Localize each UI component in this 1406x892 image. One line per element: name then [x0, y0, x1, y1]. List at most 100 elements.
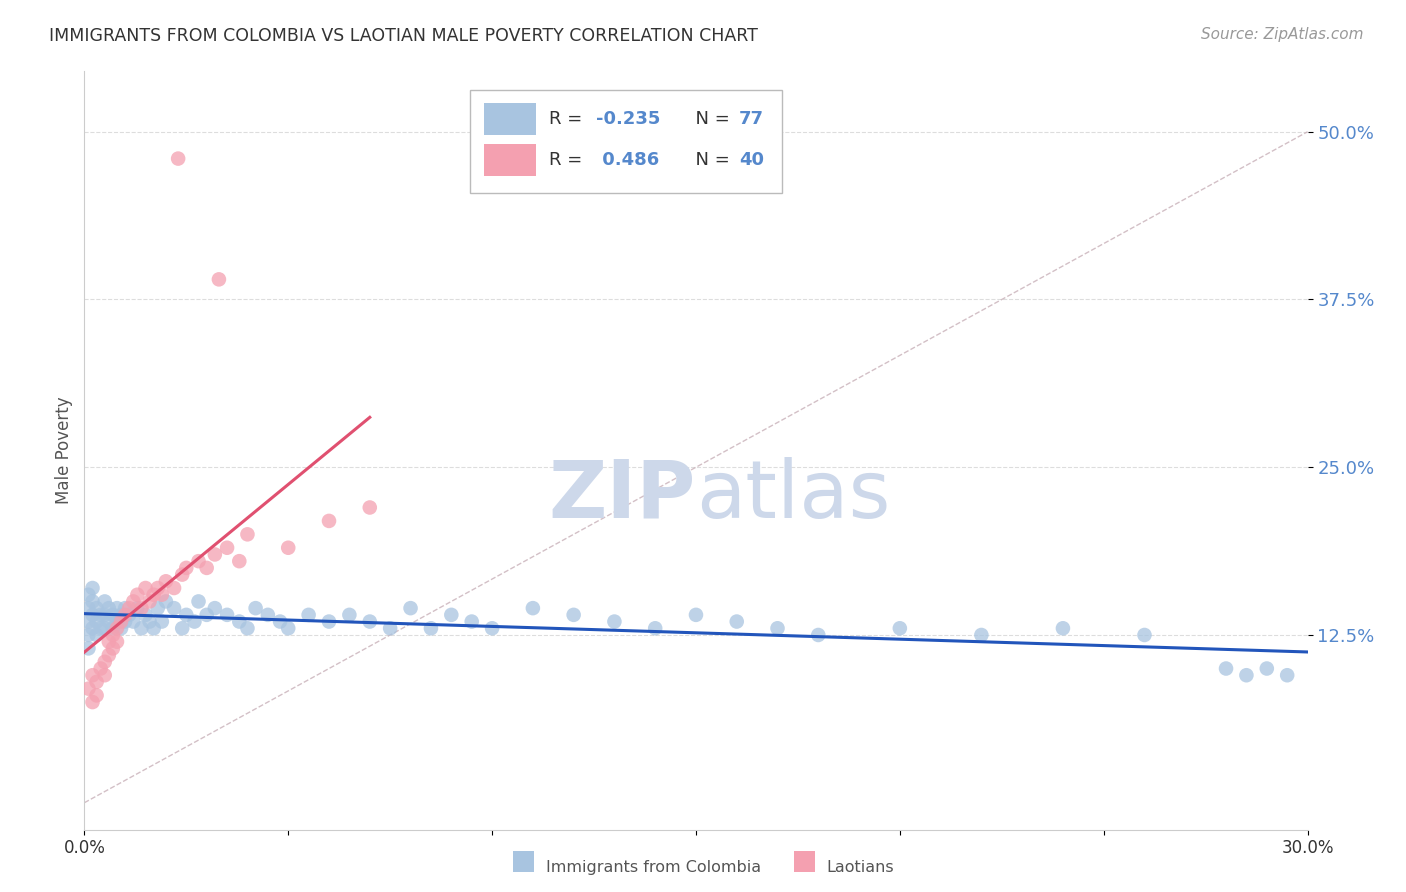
FancyBboxPatch shape — [484, 103, 536, 135]
Point — [93, 655, 115, 669]
Point — [135, 607, 157, 622]
Point — [93, 594, 115, 608]
Point — [380, 621, 402, 635]
Point — [150, 588, 173, 602]
Point — [86, 628, 108, 642]
Point — [217, 541, 239, 555]
Point — [135, 581, 157, 595]
Point — [766, 621, 789, 635]
Point — [150, 615, 173, 629]
Point — [195, 607, 218, 622]
Point — [208, 272, 231, 286]
Point — [146, 601, 169, 615]
Point — [603, 615, 626, 629]
Point — [127, 601, 149, 615]
Point — [122, 594, 145, 608]
Point — [277, 621, 299, 635]
Point — [155, 594, 177, 608]
Text: Immigrants from Colombia: Immigrants from Colombia — [546, 861, 761, 875]
Text: ZIP: ZIP — [548, 457, 696, 535]
Point — [269, 615, 291, 629]
Point — [318, 615, 340, 629]
Point — [101, 607, 124, 622]
Text: N =: N = — [683, 151, 735, 169]
Point — [93, 607, 115, 622]
Point — [1215, 661, 1237, 675]
Point — [93, 621, 115, 635]
Point — [187, 554, 209, 568]
Point — [86, 689, 108, 703]
Point — [110, 607, 132, 622]
Point — [114, 601, 136, 615]
Point — [86, 615, 108, 629]
Point — [131, 601, 153, 615]
Point — [359, 615, 381, 629]
Point — [86, 675, 108, 690]
Point — [889, 621, 911, 635]
Point — [522, 601, 544, 615]
Point — [122, 615, 145, 629]
Point — [97, 601, 120, 615]
Point — [82, 695, 104, 709]
Text: R =: R = — [550, 151, 588, 169]
Point — [97, 615, 120, 629]
Point — [461, 615, 484, 629]
Point — [562, 607, 585, 622]
Point — [82, 621, 104, 635]
Point — [105, 634, 128, 648]
Point — [93, 668, 115, 682]
Point — [131, 621, 153, 635]
Point — [105, 621, 128, 635]
Point — [90, 621, 112, 635]
Point — [105, 615, 128, 629]
Text: IMMIGRANTS FROM COLOMBIA VS LAOTIAN MALE POVERTY CORRELATION CHART: IMMIGRANTS FROM COLOMBIA VS LAOTIAN MALE… — [49, 27, 758, 45]
Point — [82, 594, 104, 608]
Point — [90, 661, 112, 675]
Point — [236, 621, 259, 635]
Point — [114, 615, 136, 629]
Point — [86, 601, 108, 615]
Point — [110, 615, 132, 629]
Text: 77: 77 — [738, 110, 763, 128]
Point — [77, 628, 100, 642]
Text: N =: N = — [683, 110, 735, 128]
Point — [77, 588, 100, 602]
Point — [1052, 621, 1074, 635]
Point — [174, 607, 197, 622]
Text: Source: ZipAtlas.com: Source: ZipAtlas.com — [1201, 27, 1364, 42]
Point — [399, 601, 422, 615]
Text: -0.235: -0.235 — [596, 110, 659, 128]
Point — [1256, 661, 1278, 675]
FancyBboxPatch shape — [470, 90, 782, 193]
Point — [172, 567, 194, 582]
Point — [167, 152, 190, 166]
Point — [807, 628, 830, 642]
Point — [420, 621, 443, 635]
Point — [90, 607, 112, 622]
Point — [142, 621, 165, 635]
Point — [97, 648, 120, 662]
Point — [138, 615, 160, 629]
Point — [195, 561, 218, 575]
Point — [101, 628, 124, 642]
Point — [172, 621, 194, 635]
Point — [440, 607, 463, 622]
Text: R =: R = — [550, 110, 588, 128]
Point — [725, 615, 748, 629]
Point — [101, 641, 124, 656]
FancyBboxPatch shape — [484, 145, 536, 176]
Text: 40: 40 — [738, 151, 763, 169]
Point — [217, 607, 239, 622]
Point — [318, 514, 340, 528]
Point — [163, 601, 186, 615]
Point — [1236, 668, 1258, 682]
Point — [77, 681, 100, 696]
Point — [77, 615, 100, 629]
Point — [204, 548, 226, 562]
Point — [163, 581, 186, 595]
Point — [77, 601, 100, 615]
Point — [127, 588, 149, 602]
Point — [245, 601, 267, 615]
Point — [138, 594, 160, 608]
Text: atlas: atlas — [696, 457, 890, 535]
